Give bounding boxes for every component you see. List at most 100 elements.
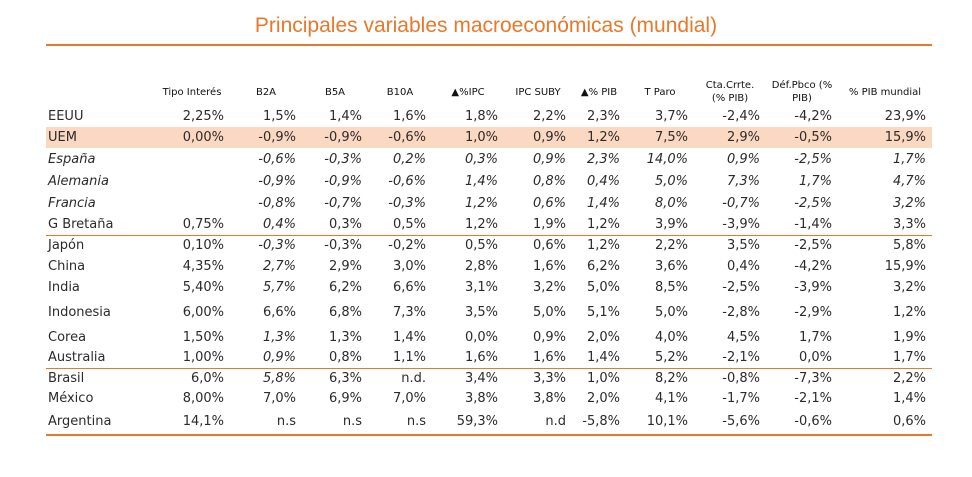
cell-value: 0,8%	[532, 173, 566, 189]
cell-value: -0,2%	[388, 238, 426, 254]
cell-value: -0,6%	[368, 127, 432, 148]
cell-value: 1,4%	[572, 348, 626, 369]
cell-value: 0,6%	[532, 195, 566, 211]
page-title: Principales variables macroeconómicas (m…	[254, 14, 718, 37]
table-row: España -0,6% -0,3% 0,2% 0,3% 0,9% 2,3% 14,0% 0,9…	[46, 148, 932, 170]
cell-value: 59,3%	[432, 409, 504, 436]
cell-value: 23,9%	[884, 109, 926, 124]
cell-value: 4,5%	[726, 329, 760, 345]
cell-value: -0,9%	[302, 127, 368, 148]
cell-value: 2,3%	[586, 151, 620, 167]
cell-value: 15,9%	[838, 127, 932, 148]
cell-value: -0,7%	[324, 195, 362, 211]
cell-value: -4,2%	[794, 109, 832, 124]
cell-value: 6,2%	[328, 280, 362, 295]
cell-value: -2,1%	[794, 391, 832, 406]
table-row: Argentina 14,1% n.s n.s n.s 59,3% n.d -5,8% 10,1…	[46, 409, 932, 436]
cell-value: 1,2%	[586, 238, 620, 254]
cell-value: 3,8%	[464, 391, 498, 406]
cell-value: 8,5%	[654, 280, 688, 295]
cell-value: 1,4%	[328, 109, 362, 124]
cell-value: 0,5%	[368, 214, 432, 236]
cell-value: -0,6%	[258, 151, 296, 167]
cell-value: n.d	[504, 409, 572, 436]
row-label: Indonesia	[48, 304, 111, 320]
cell-value: 4,35%	[182, 259, 224, 274]
cell-value: -0,9%	[324, 173, 362, 189]
cell-value: 5,1%	[586, 304, 620, 320]
cell-value: -2,5%	[794, 238, 832, 254]
cell-value: 0,0%	[766, 348, 838, 369]
cell-value: 2,9%	[694, 127, 766, 148]
cell-value: 0,00%	[154, 127, 230, 148]
cell-value: 1,6%	[432, 348, 504, 369]
cell-value: 3,6%	[654, 259, 688, 274]
cell-value: 1,3%	[328, 329, 362, 345]
column-header: % PIB mundial	[848, 86, 922, 98]
cell-value: 5,40%	[182, 280, 224, 295]
cell-value: n.s	[368, 409, 432, 436]
cell-value: 1,3%	[262, 329, 296, 345]
cell-value: 3,5%	[464, 304, 498, 320]
cell-value: 1,50%	[182, 329, 224, 345]
cell-value: 0,4%	[586, 173, 620, 189]
cell-value: 2,7%	[262, 259, 296, 274]
row-label: China	[48, 259, 86, 274]
cell-value: 3,7%	[654, 109, 688, 124]
column-header: T Paro	[644, 86, 676, 98]
cell-value: 3,5%	[726, 238, 760, 254]
table-row: Francia -0,8% -0,7% -0,3% 1,2% 0,6% 1,4% 8,0% -0…	[46, 192, 932, 214]
row-label: Alemania	[48, 173, 109, 189]
column-header: ▲%IPC	[451, 86, 485, 98]
cell-value: 1,6%	[504, 348, 572, 369]
cell-value: -0,9%	[230, 127, 302, 148]
row-label: Japón	[48, 238, 85, 254]
cell-value: 1,7%	[798, 329, 832, 345]
cell-value: 7,0%	[262, 391, 296, 406]
cell-value: 5,0%	[654, 173, 688, 189]
cell-value: 5,2%	[626, 348, 694, 369]
cell-value: 4,7%	[892, 173, 926, 189]
cell-value: 1,7%	[892, 151, 926, 167]
row-label: UEM	[46, 127, 154, 148]
cell-value: -2,9%	[794, 304, 832, 320]
cell-value: 2,3%	[586, 109, 620, 124]
column-header	[46, 78, 154, 106]
table-row: Indonesia 6,00% 6,6% 6,8% 7,3% 3,5% 5,0% 5,1% 5,…	[46, 298, 932, 326]
row-label: India	[48, 280, 80, 295]
cell-value	[154, 148, 230, 170]
cell-value: 1,2%	[432, 214, 504, 236]
column-header: ▲% PIB	[580, 86, 618, 98]
cell-value: -7,3%	[794, 370, 832, 386]
cell-value: -2,5%	[794, 151, 832, 167]
row-label: Francia	[48, 195, 96, 211]
cell-value: 2,2%	[532, 109, 566, 124]
cell-value: 3,9%	[626, 214, 694, 236]
row-label: Corea	[48, 329, 87, 345]
cell-value: -5,6%	[694, 409, 766, 436]
cell-value: 1,4%	[392, 329, 426, 345]
cell-value: 0,9%	[532, 329, 566, 345]
cell-value: n.d.	[401, 370, 426, 386]
cell-value: 0,10%	[182, 238, 224, 254]
cell-value: 4,0%	[654, 329, 688, 345]
table-row: Australia 1,00% 0,9% 0,8% 1,1% 1,6% 1,6% 1,4% 5,…	[46, 348, 932, 369]
cell-value: 7,0%	[392, 391, 426, 406]
cell-value: 3,2%	[892, 280, 926, 295]
table-row: UEM 0,00% -0,9% -0,9% -0,6% 1,0% 0,9% 1,2% 7,5% 2…	[46, 127, 932, 148]
cell-value: 5,7%	[262, 280, 296, 295]
column-header: B10A	[386, 86, 414, 98]
cell-value: -0,3%	[324, 238, 362, 254]
cell-value: 5,8%	[892, 238, 926, 254]
cell-value	[154, 170, 230, 192]
cell-value: 1,7%	[838, 348, 932, 369]
cell-value: 0,4%	[726, 259, 760, 274]
cell-value: -0,6%	[388, 173, 426, 189]
cell-value: 0,5%	[464, 238, 498, 254]
cell-value: 1,8%	[464, 109, 498, 124]
cell-value: 1,0%	[586, 370, 620, 386]
cell-value: 14,1%	[154, 409, 230, 436]
cell-value: 5,0%	[532, 304, 566, 320]
cell-value: 0,2%	[392, 151, 426, 167]
cell-value: 5,0%	[654, 304, 688, 320]
